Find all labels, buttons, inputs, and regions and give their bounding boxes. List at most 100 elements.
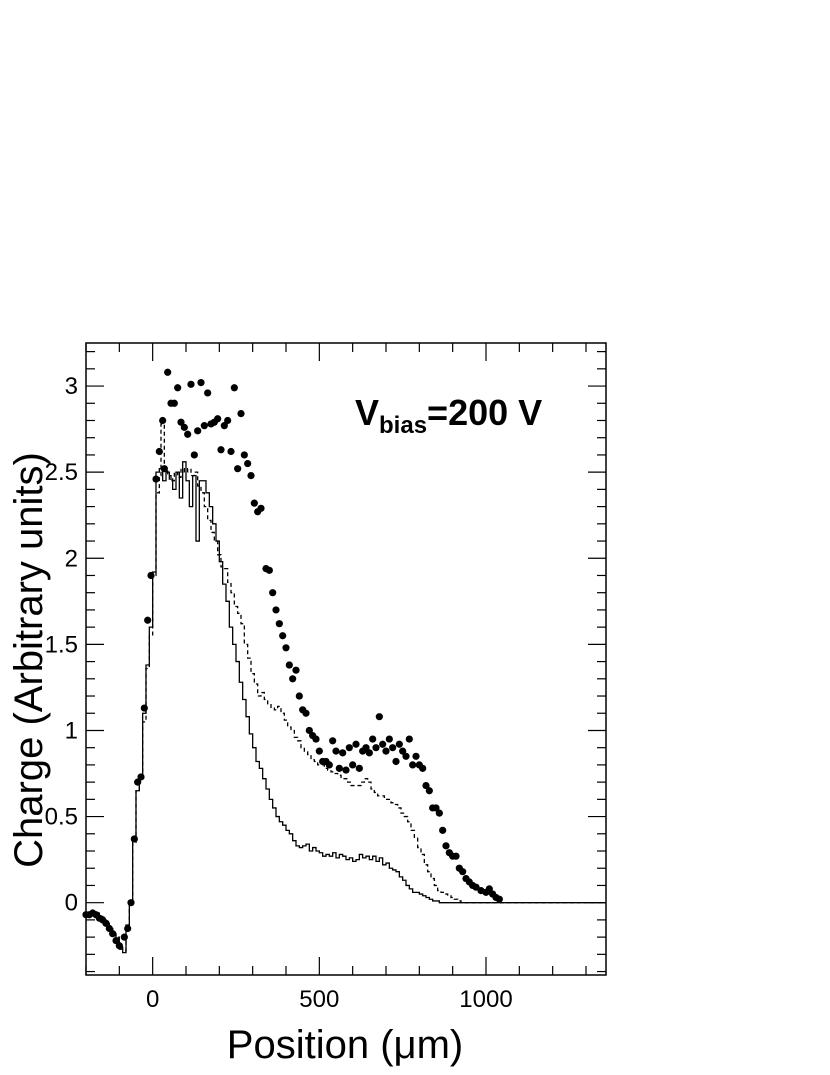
bias-annotation: Vbias=200 V (355, 392, 542, 439)
data-point (439, 826, 447, 834)
data-point (325, 761, 333, 769)
data-point (282, 644, 290, 652)
data-point (234, 465, 242, 473)
data-point (402, 752, 410, 760)
y-tick-label: 0.5 (45, 804, 78, 831)
data-point (385, 735, 393, 743)
x-axis-title: Position (μm) (227, 1023, 463, 1067)
data-point (164, 368, 172, 376)
data-point (292, 666, 300, 674)
data-point (144, 616, 152, 624)
data-point (240, 451, 248, 459)
data-point (190, 451, 198, 459)
data-point (184, 430, 192, 438)
data-point (272, 606, 280, 614)
data-point (389, 744, 397, 752)
data-point (329, 737, 337, 745)
data-point (197, 379, 205, 387)
x-tick-label: 500 (299, 986, 339, 1013)
data-point (230, 384, 238, 392)
annotation-rest: =200 V (427, 392, 542, 433)
data-point (352, 740, 360, 748)
data-point (342, 766, 350, 774)
data-point (237, 410, 245, 418)
y-tick-label: 3 (65, 373, 78, 400)
data-point (335, 764, 343, 772)
data-point (339, 749, 347, 757)
tick-labels: 0 500 1000 0 0.5 1 1.5 2 2.5 3 (45, 373, 513, 1013)
data-point (204, 389, 212, 397)
data-point (159, 416, 167, 425)
y-tick-label: 0 (65, 890, 78, 917)
data-point (265, 566, 273, 574)
data-point (345, 744, 353, 752)
series-dashed-histogram (86, 423, 606, 952)
y-tick-label: 1 (65, 717, 78, 744)
series-points (82, 368, 503, 950)
x-tick-label: 0 (146, 986, 159, 1013)
data-point (147, 571, 155, 580)
plot-frame (85, 342, 607, 976)
data-point (177, 418, 185, 426)
data-point (200, 422, 208, 430)
data-point (369, 735, 377, 743)
data-point (425, 787, 433, 795)
data-point (120, 933, 128, 941)
axis-ticks (85, 343, 606, 975)
data-point (279, 632, 287, 640)
data-point (217, 446, 225, 454)
data-point (452, 852, 460, 860)
data-point (365, 749, 373, 757)
data-point (315, 747, 323, 755)
data-point (362, 744, 370, 752)
data-point (247, 471, 255, 480)
data-point (422, 781, 430, 790)
data-point (305, 726, 313, 735)
data-point (419, 764, 427, 772)
data-point (180, 423, 188, 431)
data-point (250, 499, 258, 507)
data-point (257, 504, 265, 512)
data-point (275, 620, 283, 628)
data-point (244, 459, 252, 468)
data-point (227, 447, 235, 456)
data-point (302, 709, 310, 717)
data-point (140, 704, 148, 712)
data-point (194, 427, 202, 435)
data-point (442, 842, 450, 850)
series-solid-histogram (86, 461, 606, 954)
data-point (289, 675, 297, 683)
data-point (220, 422, 228, 430)
data-point (432, 804, 440, 812)
data-point (379, 740, 387, 748)
y-tick-label: 2 (65, 545, 78, 572)
data-point (435, 809, 443, 817)
data-point (349, 761, 357, 769)
data-point (405, 735, 413, 743)
annotation-main: V (355, 392, 379, 433)
data-point (399, 747, 407, 755)
annotation-subscript: bias (379, 412, 427, 439)
x-tick-label: 1000 (459, 986, 512, 1013)
data-point (170, 399, 178, 407)
data-point (214, 415, 222, 423)
data-point (375, 713, 383, 721)
data-point (495, 895, 503, 903)
data-point (155, 447, 163, 456)
data-point (409, 761, 417, 769)
data-point (285, 661, 293, 669)
y-axis-title: Charge (Arbitrary units) (7, 452, 51, 868)
data-point (224, 416, 232, 425)
series-layer (82, 368, 606, 954)
data-point (130, 835, 138, 843)
data-point (395, 740, 403, 748)
data-point (459, 868, 467, 876)
data-point (412, 752, 420, 760)
data-point (372, 744, 380, 752)
data-point (382, 747, 390, 755)
data-point (295, 692, 303, 700)
data-point (269, 589, 277, 597)
data-point (174, 384, 182, 392)
y-tick-label: 1.5 (45, 631, 78, 658)
